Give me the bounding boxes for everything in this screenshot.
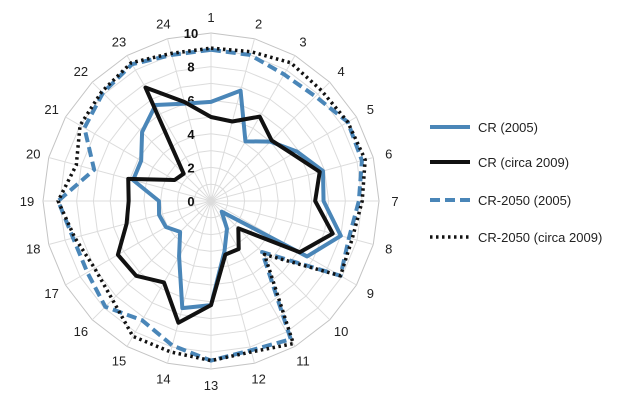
grid-spoke xyxy=(210,200,331,321)
category-label: 8 xyxy=(385,242,392,257)
grid-spoke xyxy=(167,38,212,202)
grid-spoke xyxy=(65,200,212,286)
legend-label: CR (2005) xyxy=(478,120,538,135)
grid-spoke xyxy=(210,200,255,364)
tick-label: 8 xyxy=(187,60,194,75)
grid-spoke xyxy=(167,200,212,364)
category-label: 20 xyxy=(26,146,40,161)
category-label: 5 xyxy=(367,102,374,117)
category-label: 9 xyxy=(367,286,374,301)
grid-spoke xyxy=(91,200,212,321)
grid-spoke xyxy=(210,200,374,245)
grid-spoke xyxy=(48,200,212,245)
category-label: 17 xyxy=(44,286,58,301)
category-label: 11 xyxy=(296,353,310,368)
legend: CR (2005) CR (circa 2009) CR-2050 (2005) CR… xyxy=(430,120,602,245)
category-label: 10 xyxy=(334,324,348,339)
category-label: 2 xyxy=(255,16,262,31)
tick-label: 6 xyxy=(187,93,194,108)
legend-label: CR-2050 (2005) xyxy=(478,193,571,208)
category-label: 15 xyxy=(112,353,126,368)
category-label: 4 xyxy=(337,64,344,79)
grid-spoke xyxy=(91,81,212,202)
category-label: 24 xyxy=(156,16,170,31)
tick-label: 2 xyxy=(187,160,194,175)
category-label: 18 xyxy=(26,242,40,257)
tick-label: 0 xyxy=(187,194,194,209)
category-label: 1 xyxy=(207,10,214,25)
legend-label: CR (circa 2009) xyxy=(478,155,569,170)
grid-spoke xyxy=(65,116,212,202)
category-label: 12 xyxy=(251,372,265,387)
tick-label: 10 xyxy=(184,26,198,41)
category-label: 13 xyxy=(204,378,218,393)
grid-spoke xyxy=(210,116,357,202)
category-label: 14 xyxy=(156,372,170,387)
radial-tick-labels: 0 2 4 6 8 10 xyxy=(184,26,198,209)
category-label: 21 xyxy=(44,102,58,117)
category-label: 16 xyxy=(74,324,88,339)
grid-spoke xyxy=(210,55,296,202)
legend-label: CR-2050 (circa 2009) xyxy=(478,230,602,245)
series-line xyxy=(115,85,335,325)
grid-spoke xyxy=(126,200,212,347)
category-label: 7 xyxy=(391,194,398,209)
category-label: 23 xyxy=(112,35,126,50)
category-label: 3 xyxy=(299,35,306,50)
series-line xyxy=(131,88,343,311)
category-label: 19 xyxy=(20,194,34,209)
category-label: 6 xyxy=(385,146,392,161)
grid-spoke xyxy=(210,157,374,202)
tick-label: 4 xyxy=(187,127,195,142)
series-lines xyxy=(56,46,367,363)
series-line xyxy=(56,46,367,363)
category-label: 22 xyxy=(74,64,88,79)
grid-spoke xyxy=(126,55,212,202)
radar-grid xyxy=(42,32,380,370)
